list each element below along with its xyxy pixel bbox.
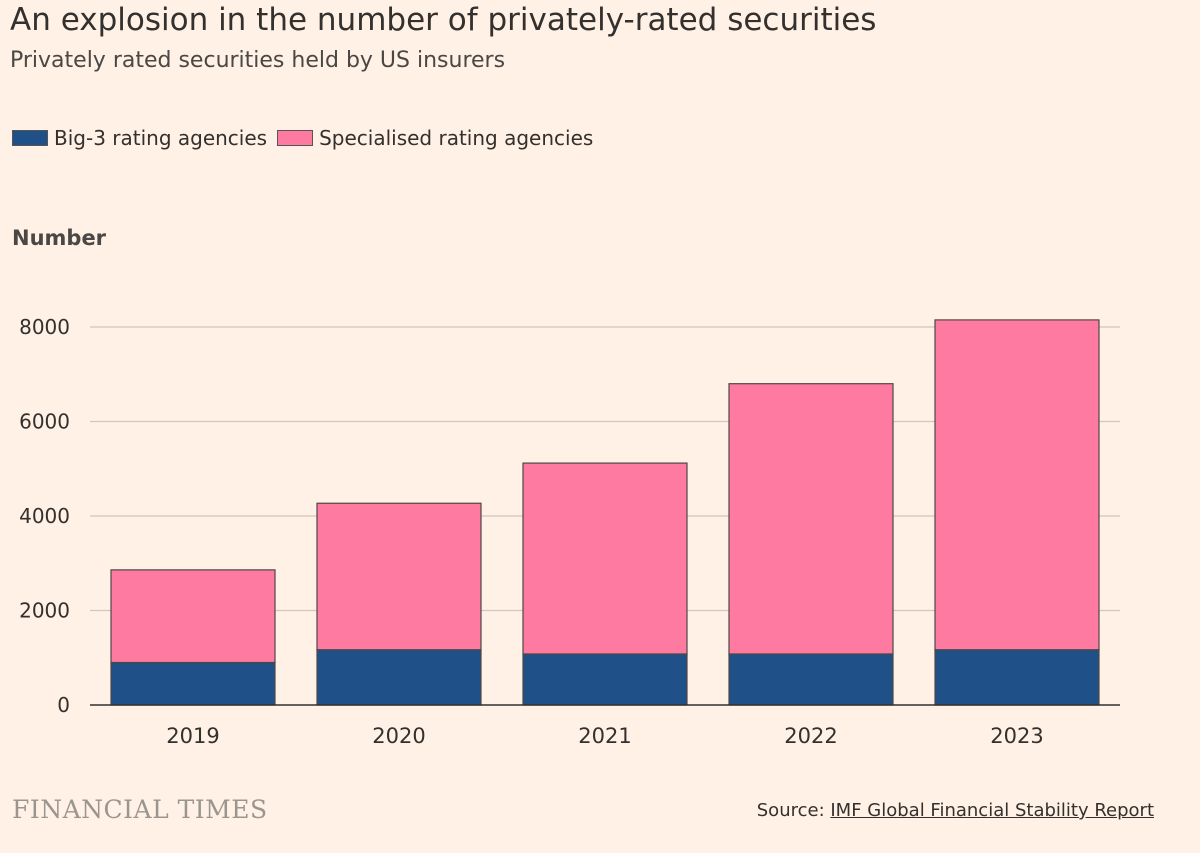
legend-item-specialised: Specialised rating agencies: [277, 126, 593, 150]
x-tick-label-2022: 2022: [784, 724, 837, 748]
legend-item-big3: Big-3 rating agencies: [12, 126, 267, 150]
bar-2021-specialised: [522, 462, 688, 655]
legend-swatch-big3: [12, 130, 48, 146]
x-tick-label-2021: 2021: [578, 724, 631, 748]
bar-2022-big3: [728, 653, 894, 706]
source-prefix: Source:: [756, 800, 831, 821]
y-axis-label: Number: [12, 226, 107, 250]
bar-2020-specialised: [316, 502, 482, 651]
y-tick-label-4000: 4000: [19, 504, 70, 528]
x-tick-label-2020: 2020: [372, 724, 425, 748]
bar-2023-big3: [934, 649, 1100, 706]
bar-2019-specialised: [110, 569, 276, 664]
chart-subtitle: Privately rated securities held by US in…: [10, 48, 506, 73]
bar-2023-specialised: [934, 319, 1100, 651]
ft-brand-logo: FINANCIAL TIMES: [12, 795, 268, 824]
bar-2019-big3: [110, 661, 276, 706]
legend: Big-3 rating agencies Specialised rating…: [12, 126, 603, 150]
y-tick-label-8000: 8000: [19, 315, 70, 339]
source-note: Source: IMF Global Financial Stability R…: [757, 800, 1154, 821]
bar-2022-specialised: [728, 383, 894, 655]
source-link[interactable]: IMF Global Financial Stability Report: [830, 800, 1154, 821]
y-tick-label-2000: 2000: [19, 599, 70, 623]
chart-title: An explosion in the number of privately-…: [10, 2, 877, 38]
legend-label-big3: Big-3 rating agencies: [54, 126, 268, 150]
x-tick-label-2019: 2019: [166, 724, 219, 748]
bar-2020-big3: [316, 649, 482, 706]
y-tick-label-6000: 6000: [19, 410, 70, 434]
x-tick-label-2023: 2023: [990, 724, 1043, 748]
bar-2021-big3: [522, 653, 688, 706]
legend-swatch-specialised: [277, 130, 314, 146]
legend-label-specialised: Specialised rating agencies: [319, 126, 594, 150]
y-tick-label-0: 0: [57, 693, 70, 717]
